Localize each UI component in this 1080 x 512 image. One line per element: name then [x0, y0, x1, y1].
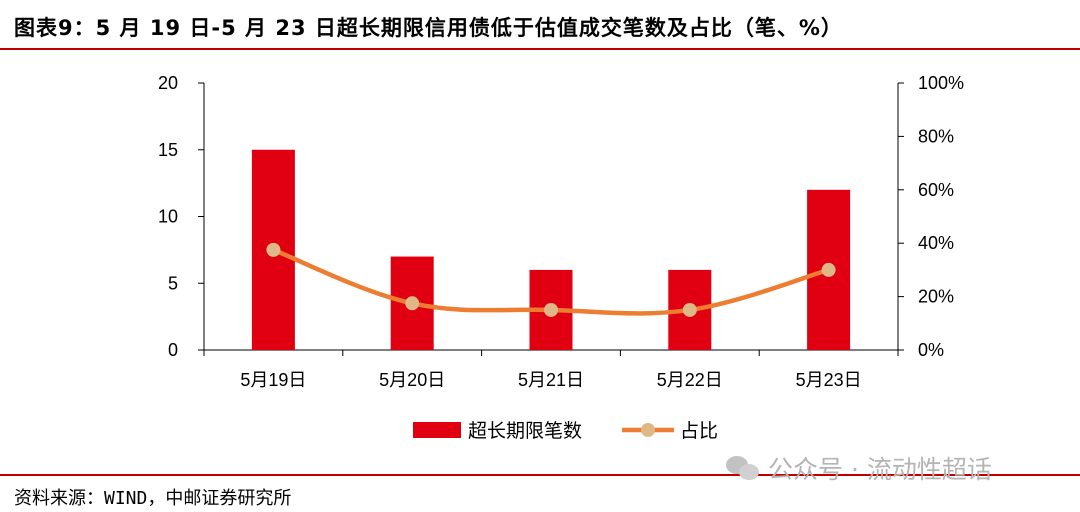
bar-series: [251, 149, 851, 350]
right-tick-label: 20%: [918, 287, 954, 307]
x-tick-label: 5月19日: [240, 370, 306, 390]
right-tick-label: 100%: [918, 73, 964, 93]
line-series: [266, 242, 836, 317]
left-tick-label: 10: [158, 207, 178, 227]
source-note: 资料来源：WIND，中邮证券研究所: [14, 488, 292, 509]
watermark-text: 公众号 · 流动性超话: [768, 455, 992, 484]
legend-swatch-bar: [413, 422, 461, 438]
x-tick-label: 5月23日: [796, 370, 862, 390]
chart-axes: 0 5 10 15 20 0% 20% 40% 60% 80% 100% 5月19日 5月20日 5月21…: [158, 73, 964, 390]
line-point: [544, 302, 558, 317]
legend-label-line: 占比: [680, 420, 718, 442]
left-tick-label: 20: [158, 73, 178, 93]
right-tick-label: 60%: [918, 180, 954, 200]
x-tick-label: 5月21日: [518, 370, 584, 390]
legend-label-bar: 超长期限笔数: [468, 420, 582, 442]
right-tick-label: 40%: [918, 233, 954, 253]
x-tick-label: 5月22日: [657, 370, 723, 390]
chart-title: 图表9：5 月 19 日-5 月 23 日超长期限信用债低于估值成交笔数及占比（…: [14, 16, 843, 40]
left-tick-label: 15: [158, 140, 178, 160]
legend: 超长期限笔数 占比: [413, 420, 718, 442]
left-tick-label: 0: [168, 340, 178, 360]
line-point: [405, 296, 420, 311]
line-point: [821, 262, 836, 277]
title-divider: [0, 48, 1080, 50]
chart: 0 5 10 15 20 0% 20% 40% 60% 80% 100% 5月19日 5月20日 5月21…: [158, 73, 964, 442]
right-tick-label: 80%: [918, 126, 954, 146]
wechat-icon: [726, 454, 760, 482]
x-tick-label: 5月20日: [379, 370, 445, 390]
line-point: [682, 302, 697, 317]
watermark: 公众号 · 流动性超话: [726, 450, 992, 486]
line-point: [266, 242, 281, 257]
footer-divider: [0, 474, 1080, 476]
left-tick-label: 5: [168, 273, 178, 293]
right-tick-label: 0%: [918, 340, 944, 360]
legend-swatch-marker: [641, 423, 655, 437]
